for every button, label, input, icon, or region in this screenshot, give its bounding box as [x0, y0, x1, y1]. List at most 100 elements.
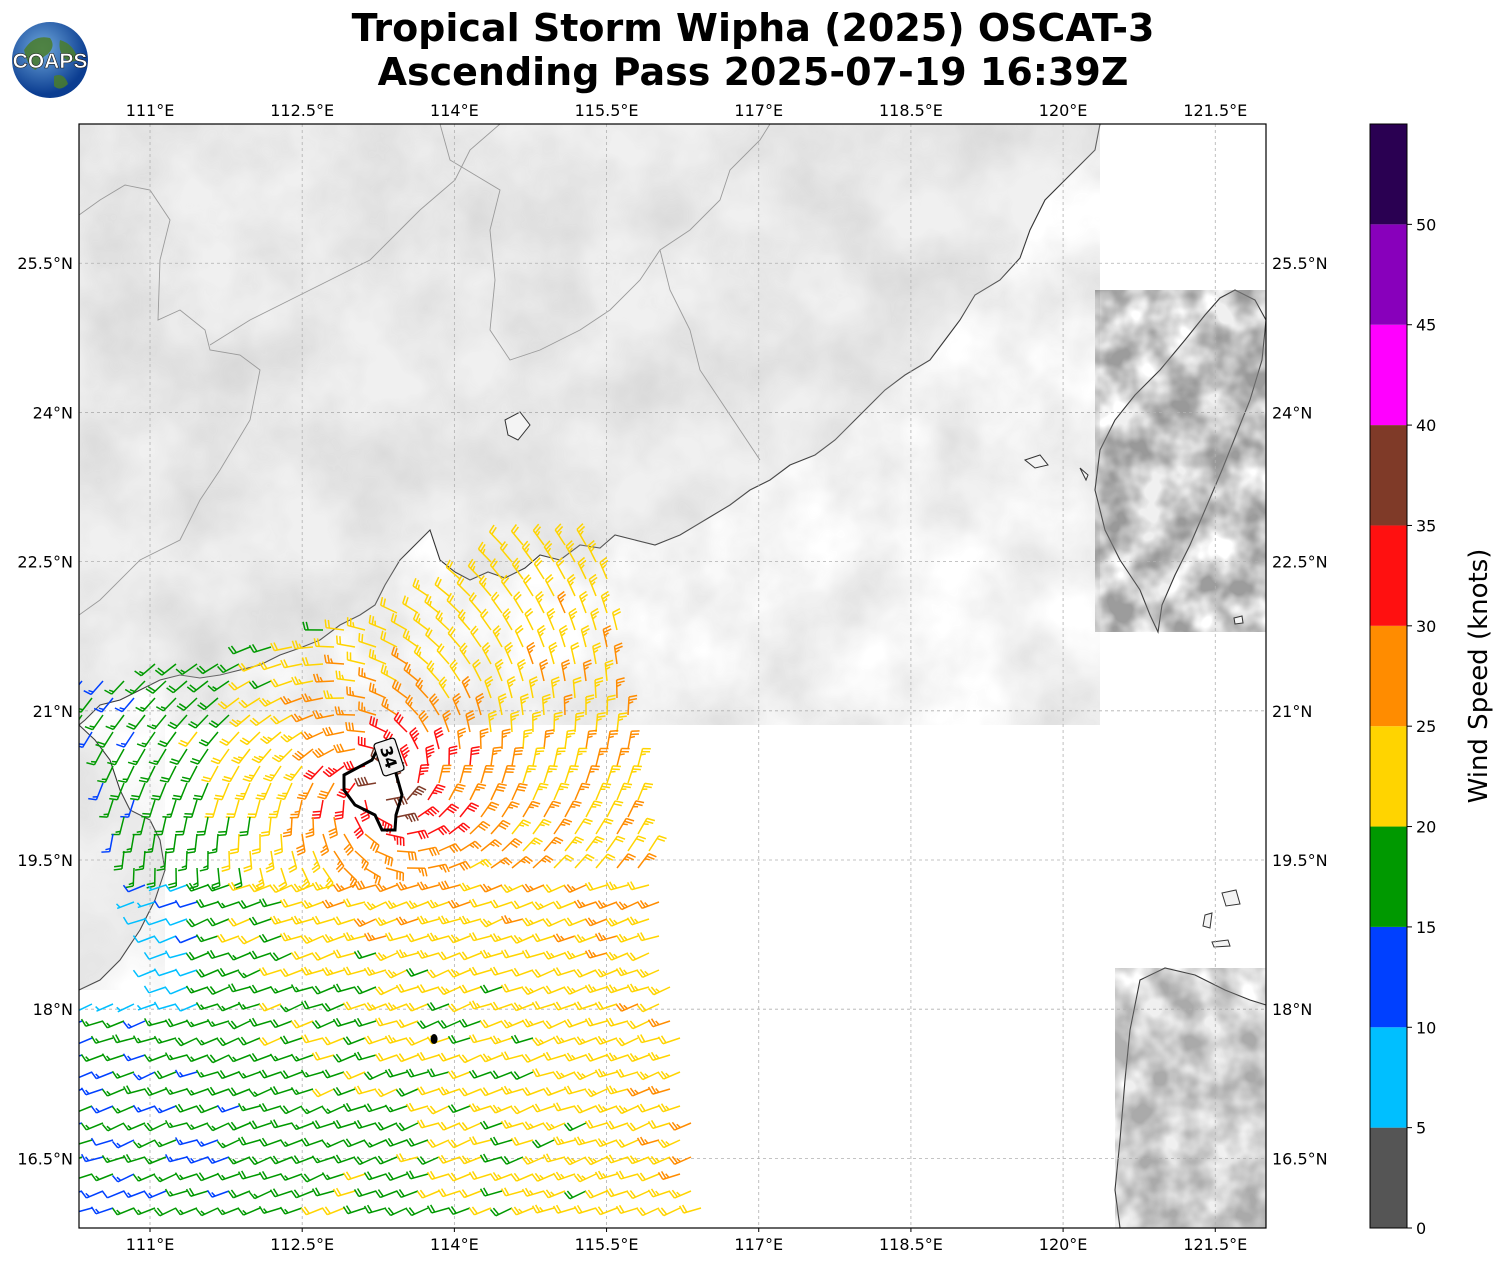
wind-barb	[584, 984, 608, 994]
wind-barb	[248, 1156, 272, 1166]
wind-barb	[678, 1204, 702, 1214]
wind-barb	[116, 731, 135, 748]
wind-barb	[111, 1139, 135, 1149]
wind-barb	[568, 607, 578, 631]
wind-barb	[615, 1139, 639, 1149]
wind-barb	[300, 1173, 324, 1183]
lat-tick-left-0: 16.5°N	[17, 1149, 73, 1168]
wind-barb	[560, 659, 571, 682]
wind-barb	[557, 590, 567, 614]
wind-barb	[79, 1173, 93, 1179]
wind-barb	[301, 657, 324, 667]
wind-barb	[626, 1190, 650, 1200]
wind-barb	[416, 915, 440, 925]
wind-barb	[374, 1189, 398, 1199]
wind-barb	[501, 728, 511, 750]
wind-barb	[227, 1121, 251, 1131]
wind-barb	[216, 1037, 240, 1047]
wind-barb	[185, 1019, 209, 1028]
wind-barb	[88, 782, 104, 801]
wind-barb	[195, 1069, 219, 1078]
wind-barb	[615, 1105, 639, 1115]
wind-barb	[342, 898, 366, 908]
wind-barb	[500, 915, 524, 925]
wind-barb	[615, 1037, 639, 1047]
wind-barb	[552, 1001, 576, 1011]
wind-barb	[458, 1189, 482, 1199]
wind-barb	[248, 680, 272, 690]
wind-barb	[353, 1051, 377, 1061]
wind-barb	[227, 645, 251, 655]
wind-barb	[543, 540, 555, 563]
wind-barb	[79, 1207, 93, 1213]
wind-barb	[599, 556, 609, 580]
wind-barb	[552, 967, 576, 977]
luzon-land	[1114, 967, 1266, 1228]
wind-barb	[546, 607, 556, 631]
wind-barb	[504, 641, 514, 665]
wind-barb	[536, 624, 546, 648]
wind-barb	[479, 1019, 503, 1029]
wind-barb	[615, 901, 639, 911]
wind-barb	[101, 1122, 125, 1132]
lat-tick-right-3: 21°N	[1272, 702, 1312, 721]
wind-barb	[374, 1121, 398, 1131]
wind-barb	[130, 782, 146, 801]
wind-barb	[237, 900, 261, 910]
wind-barb	[164, 917, 188, 926]
wind-barb	[258, 967, 282, 977]
wind-barb	[174, 1069, 198, 1078]
wind-barb	[479, 1053, 503, 1063]
wind-barb	[216, 1139, 240, 1149]
wind-barb	[627, 694, 638, 716]
wind-barb	[626, 1087, 650, 1097]
wind-barb	[148, 748, 167, 766]
wind-barb	[475, 692, 485, 716]
wind-barb	[409, 726, 420, 750]
wind-barb	[578, 590, 588, 614]
wind-barb	[490, 782, 507, 801]
colorbar-tick-label-5: 25	[1416, 717, 1436, 736]
wind-barb	[269, 1086, 293, 1096]
wind-barb	[574, 747, 588, 767]
wind-barb	[417, 846, 440, 857]
wind-barb	[174, 1103, 198, 1113]
wind-barb	[480, 764, 495, 784]
wind-barb	[426, 660, 440, 682]
wind-barb	[290, 713, 314, 723]
wind-barb	[447, 626, 461, 648]
wind-barb	[279, 1070, 303, 1080]
wind-barb	[258, 933, 282, 943]
wind-barb	[270, 714, 293, 725]
wind-barb	[288, 850, 298, 874]
wind-barb	[435, 610, 450, 631]
lat-tick-left-2: 19.5°N	[17, 851, 73, 870]
wind-barb	[279, 898, 303, 908]
wind-barb	[353, 1119, 377, 1130]
wind-barb	[363, 1139, 387, 1148]
colorbar-segment-6	[1370, 525, 1407, 626]
lat-tick-right-2: 19.5°N	[1272, 851, 1328, 870]
wind-barb	[405, 1137, 429, 1147]
wind-barb	[552, 933, 576, 943]
wind-barb	[531, 1172, 555, 1182]
lon-tick-top-0: 111°E	[126, 101, 175, 120]
wind-barb	[335, 670, 356, 682]
wind-barb	[457, 727, 467, 750]
wind-barb	[480, 608, 492, 631]
wind-barb	[153, 968, 177, 977]
wind-barb	[594, 968, 618, 978]
wind-barb	[342, 1001, 366, 1011]
lat-tick-left-4: 22.5°N	[17, 553, 73, 572]
wind-barb	[647, 986, 671, 996]
wind-barb	[506, 675, 516, 699]
wind-barb	[174, 1172, 198, 1181]
wind-barb	[124, 867, 135, 889]
wind-barb	[418, 710, 429, 733]
tick-labels: 111°E 111°E 112.5°E 112.5°E 114°E 114°E 115.5°…	[17, 101, 1327, 1254]
wind-barb	[395, 1189, 419, 1199]
wind-barb	[468, 1034, 492, 1044]
wind-barb	[279, 1003, 303, 1013]
wind-barb	[132, 1139, 156, 1149]
